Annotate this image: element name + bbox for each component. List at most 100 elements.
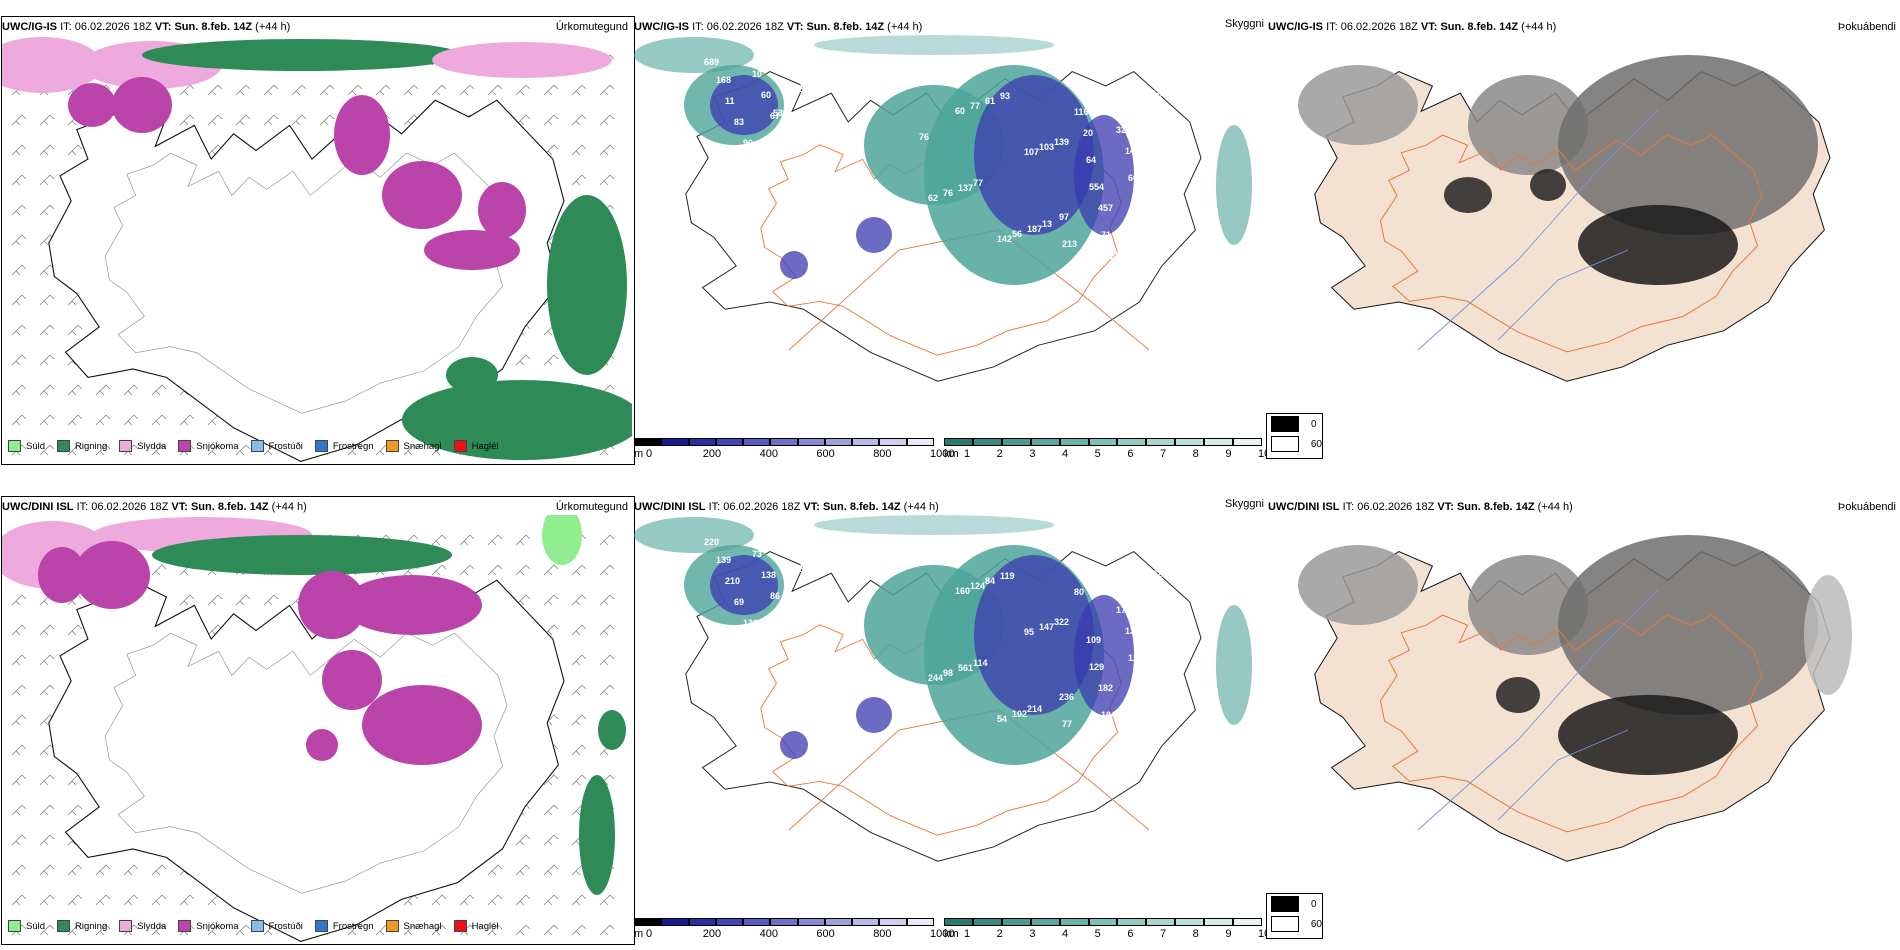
legend-item: Snæhagl: [385, 440, 442, 452]
legend-item: Snjókoma: [178, 440, 239, 452]
rain-area: [152, 535, 452, 575]
visibility-value-label: 32: [1116, 125, 1126, 135]
visibility-value-label: 116: [779, 612, 794, 622]
wind-barb: [347, 924, 363, 936]
wind-barb: [599, 684, 615, 696]
visibility-value-label: 129: [1089, 662, 1104, 672]
visibility-value-label: 121: [1128, 653, 1143, 663]
wind-barb: [39, 654, 55, 666]
wind-barb: [235, 444, 251, 456]
wind-barb: [487, 924, 503, 936]
legend-item: Frostregn: [314, 920, 374, 932]
low-visibility-sea: [1216, 125, 1252, 245]
visibility-value-label: 56: [1012, 229, 1022, 239]
wind-barb: [571, 684, 587, 696]
wind-barb: [39, 354, 55, 366]
visibility-value-label: 88: [1071, 260, 1081, 270]
colorbar-segment: [1088, 438, 1118, 446]
visibility-value-label: 142: [806, 105, 821, 115]
wind-barb: [11, 654, 27, 666]
wind-barb: [39, 144, 55, 156]
visibility-value-label: 11: [725, 96, 735, 106]
visibility-value-label: 64: [1086, 155, 1096, 165]
legend-item: Haglél: [453, 440, 499, 452]
colorbar-segment: [824, 438, 853, 446]
colorbar-segment: [1059, 438, 1089, 446]
wind-barb: [571, 894, 587, 906]
visibility-value-label: 93: [1000, 91, 1010, 101]
wind-barb: [179, 414, 195, 426]
visibility-value-label: 76: [943, 188, 953, 198]
wind-barb: [543, 924, 559, 936]
snow-area: [112, 77, 172, 133]
wind-barb: [11, 744, 27, 756]
visibility-value-label: 83: [1137, 194, 1147, 204]
colorbar-segment: [1146, 918, 1176, 926]
legend-label: Frostregn: [332, 920, 374, 932]
visibility-value-label: 38: [1155, 116, 1165, 126]
colorbar-tick-label: 1000: [930, 448, 955, 460]
colorbar-segment: [879, 438, 907, 446]
wind-barb: [11, 804, 27, 816]
visibility-value-label: 71: [1101, 230, 1111, 240]
wind-barb: [11, 594, 27, 606]
wind-barb: [67, 384, 83, 396]
wind-barb: [67, 444, 83, 456]
wind-barb: [543, 144, 559, 156]
visibility-value-label: 77: [973, 178, 983, 188]
colorbar-segment: [688, 918, 716, 926]
wind-barb: [403, 444, 419, 456]
legend-item: Súld: [8, 440, 45, 452]
wind-barb: [599, 534, 615, 546]
wind-barb: [39, 384, 55, 396]
drizzle-area: [542, 515, 582, 565]
colorbar-segment: [1146, 438, 1176, 446]
wind-barb: [543, 834, 559, 846]
rain-area: [579, 775, 615, 895]
colorbar-segment: [1088, 918, 1118, 926]
visibility-value-label: 119: [1000, 571, 1015, 581]
very-low-visibility-area: [710, 75, 778, 135]
very-low-visibility-area: [856, 217, 892, 253]
precip-legend: Súld Rigning Slydda Snjókoma Frostúði Frostre…: [8, 440, 511, 452]
visibility-value-label: 142: [997, 234, 1012, 244]
wind-barb: [543, 84, 559, 96]
snow-area: [74, 541, 150, 609]
colorbar-segment: [852, 918, 880, 926]
legend-label: Frostúði: [268, 440, 303, 452]
fog-area: [1558, 55, 1818, 235]
wind-barb: [11, 384, 27, 396]
wind-barb: [11, 624, 27, 636]
fog-legend-swatch: [1271, 916, 1299, 932]
legend-swatch: [250, 440, 264, 452]
fog-legend-label: 0: [1311, 898, 1317, 910]
visibility-value-label: 536: [773, 108, 788, 118]
wind-barb: [67, 414, 83, 426]
colorbar-tick-label: 5: [1094, 448, 1101, 460]
legend-label: Rigning: [75, 920, 108, 932]
colorbar-segment: [879, 918, 907, 926]
legend-label: Frostúði: [268, 920, 303, 932]
visibility-value-label: 104: [1101, 710, 1116, 720]
wind-barb: [487, 894, 503, 906]
visibility-value-label: 81: [800, 81, 810, 91]
low-visibility-sea: [814, 35, 1054, 55]
snow-area: [382, 161, 462, 229]
legend-item: Slydda: [119, 920, 166, 932]
very-low-visibility-area: [1074, 595, 1134, 715]
visibility-value-label: 105: [806, 585, 821, 595]
visibility-value-label: 62: [1051, 280, 1061, 290]
wind-barb: [459, 894, 475, 906]
wind-barb: [487, 864, 503, 876]
panel-title: UWC/IG-IS IT: 06.02.2026 18Z VT: Sun. 8.…: [2, 21, 291, 33]
wind-barb: [515, 114, 531, 126]
visibility-value-label: 20: [1083, 128, 1093, 138]
fog-legend-label: 60: [1310, 438, 1322, 450]
visibility-value-label: 139: [1054, 137, 1069, 147]
colorbar-segment: [906, 918, 934, 926]
visibility-value-label: 10: [752, 69, 762, 79]
wind-barb: [543, 354, 559, 366]
wind-barb: [571, 84, 587, 96]
colorbar-segment: [972, 438, 1002, 446]
visibility-value-label: 106: [791, 60, 806, 70]
